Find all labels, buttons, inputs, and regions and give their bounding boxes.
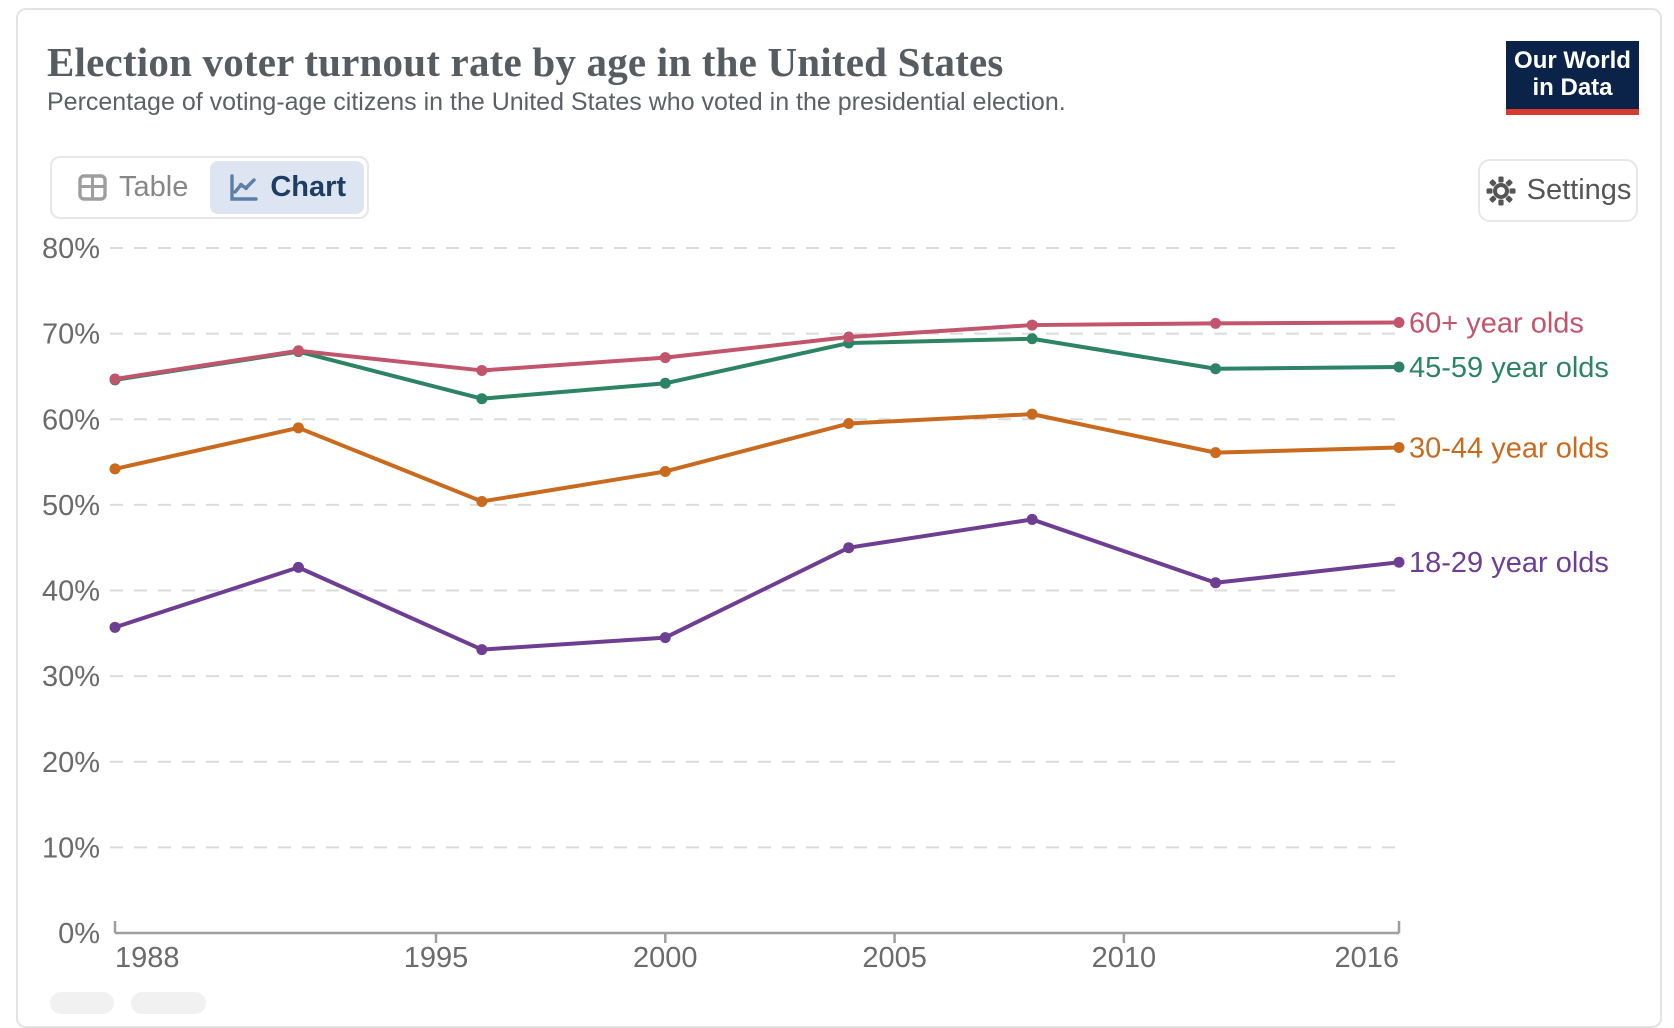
series-label-60-year-olds: 60+ year olds <box>1409 307 1584 339</box>
data-point-60-year-olds-2004 <box>843 331 855 343</box>
turnout-line-chart[interactable]: 0% 10% 20% 30% 40% 50% 60% 70% 80% 1988 1995 2000 20… <box>0 0 1674 998</box>
data-point-60-year-olds-2000 <box>659 352 671 364</box>
footer-pill-left[interactable] <box>50 992 114 1014</box>
series-60-year-olds: 60+ year olds <box>109 307 1584 385</box>
footer-pill-right[interactable] <box>131 992 206 1014</box>
owid-logo-line2: in Data <box>1532 74 1613 101</box>
x-axis-label: 2000 <box>633 942 698 974</box>
x-axis-endcaps <box>113 921 1401 933</box>
tab-table-label: Table <box>119 171 189 203</box>
data-point-18-29-year-olds-2004 <box>843 542 855 554</box>
data-point-30-44-year-olds-1988 <box>109 463 121 475</box>
x-axis-label: 1988 <box>115 942 180 974</box>
data-point-60-year-olds-2012 <box>1210 317 1222 329</box>
x-axis-label: 2005 <box>862 942 927 974</box>
data-point-30-44-year-olds-1996 <box>476 495 488 507</box>
gear-icon <box>1485 175 1517 207</box>
data-point-18-29-year-olds-2000 <box>659 632 671 644</box>
data-point-30-44-year-olds-1992 <box>292 422 304 434</box>
data-point-30-44-year-olds-2012 <box>1210 447 1222 459</box>
tab-table[interactable]: Table <box>55 161 210 214</box>
series-45-59-year-olds: 45-59 year olds <box>109 333 1609 405</box>
table-icon <box>77 172 108 203</box>
data-point-18-29-year-olds-2012 <box>1210 577 1222 589</box>
data-point-60-year-olds-2008 <box>1026 319 1038 331</box>
owid-logo: Our World in Data <box>1506 41 1639 115</box>
data-point-45-59-year-olds-2016 <box>1393 361 1405 373</box>
page-subtitle: Percentage of voting-age citizens in the… <box>47 88 1066 116</box>
series-30-44-year-olds: 30-44 year olds <box>109 408 1609 507</box>
series-label-18-29-year-olds: 18-29 year olds <box>1409 547 1609 579</box>
data-point-30-44-year-olds-2000 <box>659 465 671 477</box>
x-axis-label: 1995 <box>404 942 469 974</box>
data-point-45-59-year-olds-2008 <box>1026 333 1038 345</box>
data-point-30-44-year-olds-2008 <box>1026 408 1038 420</box>
series-label-30-44-year-olds: 30-44 year olds <box>1409 433 1609 465</box>
x-axis-label: 2010 <box>1092 942 1157 974</box>
settings-button[interactable]: Settings <box>1478 159 1638 222</box>
y-axis-label: 70% <box>42 319 100 351</box>
series-18-29-year-olds: 18-29 year olds <box>109 513 1609 656</box>
tab-chart[interactable]: Chart <box>210 161 365 214</box>
y-axis-label: 30% <box>42 661 100 693</box>
series-line-18-29-year-olds <box>113 517 1401 652</box>
data-point-60-year-olds-1988 <box>109 373 121 385</box>
y-axis-label: 10% <box>42 832 100 864</box>
data-point-30-44-year-olds-2004 <box>843 418 855 430</box>
data-point-45-59-year-olds-1996 <box>476 393 488 405</box>
data-point-60-year-olds-1992 <box>292 345 304 357</box>
data-point-18-29-year-olds-2008 <box>1026 513 1038 525</box>
data-point-18-29-year-olds-1992 <box>292 561 304 573</box>
y-axis-label: 50% <box>42 490 100 522</box>
data-point-18-29-year-olds-2016 <box>1393 556 1405 568</box>
page-title: Election voter turnout rate by age in th… <box>47 39 1004 85</box>
series-line-60-year-olds <box>113 320 1401 382</box>
data-point-18-29-year-olds-1988 <box>109 621 121 633</box>
y-axis-label: 60% <box>42 404 100 436</box>
data-point-45-59-year-olds-2000 <box>659 377 671 389</box>
chart-area[interactable]: 0% 10% 20% 30% 40% 50% 60% 70% 80% 1988 1995 2000 20… <box>0 0 1674 998</box>
y-axis-label: 40% <box>42 576 100 608</box>
series-line-45-59-year-olds <box>113 336 1401 401</box>
line-chart-icon <box>228 172 259 203</box>
series-label-45-59-year-olds: 45-59 year olds <box>1409 352 1609 384</box>
y-axis-label: 0% <box>58 918 100 950</box>
data-point-18-29-year-olds-1996 <box>476 644 488 656</box>
data-point-30-44-year-olds-2016 <box>1393 442 1405 454</box>
settings-label: Settings <box>1526 174 1632 206</box>
data-point-45-59-year-olds-2012 <box>1210 363 1222 375</box>
tab-chart-label: Chart <box>270 171 347 203</box>
data-point-60-year-olds-2016 <box>1393 316 1405 328</box>
view-toggle: Table Chart <box>50 156 370 219</box>
x-axis-label: 2016 <box>1334 942 1399 974</box>
y-axis-label: 20% <box>42 747 100 779</box>
series-line-30-44-year-olds <box>113 412 1401 504</box>
y-axis-label: 80% <box>42 233 100 265</box>
data-point-60-year-olds-1996 <box>476 364 488 376</box>
owid-logo-line1: Our World <box>1514 47 1631 75</box>
